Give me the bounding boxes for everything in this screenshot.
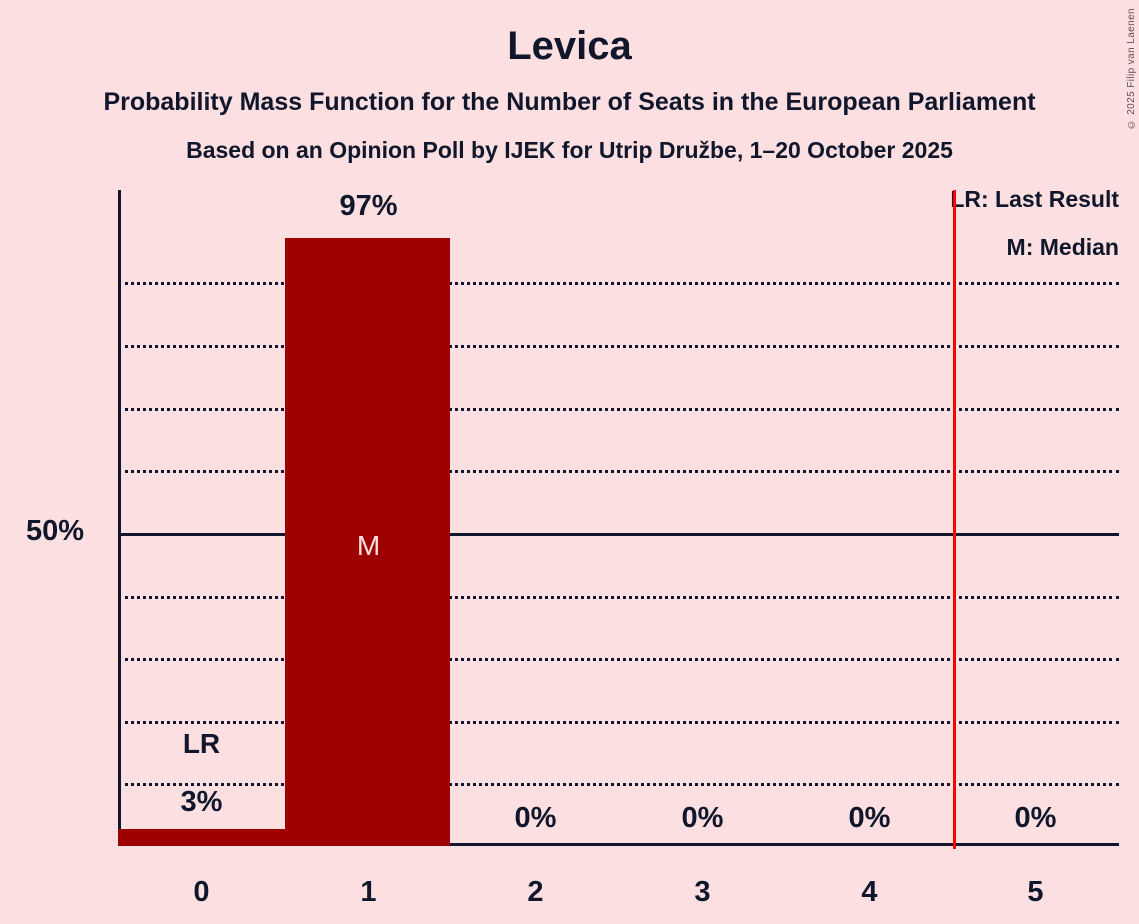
gridline-70 xyxy=(118,408,1119,411)
last-result-marker: LR xyxy=(182,728,221,759)
y-axis-line xyxy=(118,190,121,846)
x-tick-0: 0 xyxy=(193,876,210,908)
x-tick-3: 3 xyxy=(694,876,711,908)
gridline-50 xyxy=(118,533,1119,536)
copyright-notice: © 2025 Filip van Laenen xyxy=(1126,8,1137,130)
median-marker: M xyxy=(356,530,381,561)
gridline-90 xyxy=(118,282,1119,285)
bar-value-1: 97% xyxy=(339,190,398,222)
bar-value-3: 0% xyxy=(681,802,724,834)
bar-seat-1[interactable] xyxy=(285,238,450,846)
gridline-60 xyxy=(118,470,1119,473)
plot-area xyxy=(118,190,1119,846)
x-tick-2: 2 xyxy=(527,876,544,908)
gridline-30 xyxy=(118,658,1119,661)
bar-value-4: 0% xyxy=(848,802,891,834)
last-result-line xyxy=(953,190,956,849)
x-tick-1: 1 xyxy=(360,876,377,908)
page-title: Levica xyxy=(507,24,632,68)
x-tick-5: 5 xyxy=(1027,876,1044,908)
chart-subtitle: Probability Mass Function for the Number… xyxy=(103,88,1036,116)
bar-value-5: 0% xyxy=(1014,802,1057,834)
gridline-10 xyxy=(118,783,1119,786)
gridline-80 xyxy=(118,345,1119,348)
gridline-40 xyxy=(118,596,1119,599)
gridline-20 xyxy=(118,721,1119,724)
bar-value-0: 3% xyxy=(180,786,223,818)
bar-seat-0[interactable] xyxy=(118,829,285,846)
chart-source-note: Based on an Opinion Poll by IJEK for Utr… xyxy=(186,137,953,163)
x-tick-4: 4 xyxy=(861,876,878,908)
bar-value-2: 0% xyxy=(514,802,557,834)
legend-last-result: LR: Last Result xyxy=(950,186,1119,212)
x-axis-line xyxy=(118,843,1119,846)
y-axis-tick-50: 50% xyxy=(26,515,85,547)
legend-median: M: Median xyxy=(1006,234,1119,260)
